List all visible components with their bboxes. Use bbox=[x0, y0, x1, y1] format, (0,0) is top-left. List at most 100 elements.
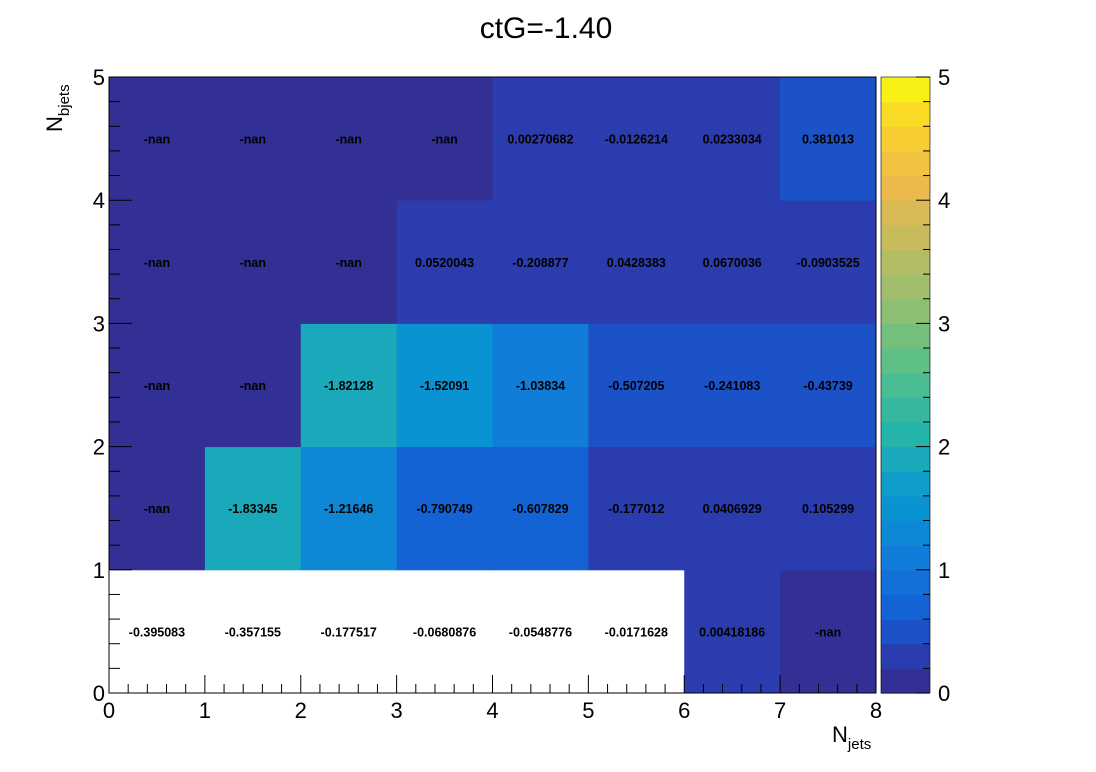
colorbar-segment bbox=[881, 569, 930, 596]
cell-value-label: 0.00418186 bbox=[699, 625, 765, 639]
colorbar-segment bbox=[881, 249, 930, 275]
cell-value-label: -0.177517 bbox=[321, 625, 377, 639]
cell-value-label: 0.0233034 bbox=[703, 133, 762, 147]
heatmap-cell bbox=[588, 77, 685, 201]
heatmap-cell bbox=[492, 77, 589, 201]
heatmap-cell bbox=[780, 446, 877, 571]
heatmap-cell bbox=[300, 77, 398, 201]
colorbar-frame bbox=[880, 76, 931, 694]
colorbar-segment bbox=[881, 421, 930, 448]
y-tick-label: 0 bbox=[93, 681, 105, 706]
cell-value-label: -0.0171628 bbox=[605, 625, 668, 639]
colorbar bbox=[880, 76, 931, 694]
heatmap-cell bbox=[684, 569, 781, 694]
colorbar-segment bbox=[881, 126, 930, 152]
x-tick-label: 5 bbox=[582, 698, 594, 723]
cell-value-label: 0.0670036 bbox=[703, 256, 762, 270]
cell-value-label: -0.357155 bbox=[225, 625, 281, 639]
x-tick-label: 2 bbox=[295, 698, 307, 723]
heatmap-cell bbox=[684, 323, 781, 448]
colorbar-segment bbox=[881, 77, 930, 103]
cell-value-label: -nan bbox=[240, 256, 266, 270]
cell-value-label: -0.0680876 bbox=[413, 625, 476, 639]
heatmap-cell bbox=[204, 446, 302, 571]
colorbar-segment bbox=[881, 594, 930, 620]
colorbar-segment bbox=[881, 495, 930, 522]
cell-value-label: -1.21646 bbox=[324, 502, 373, 516]
colorbar-segment bbox=[881, 200, 930, 226]
colorbar-tick-label: 1 bbox=[938, 558, 950, 583]
cell-value-label: 0.00270682 bbox=[507, 133, 573, 147]
cell-value-label: -0.790749 bbox=[416, 502, 472, 516]
colorbar-segment bbox=[881, 323, 930, 349]
cell-value-label: -0.507205 bbox=[608, 379, 664, 393]
cell-value-label: -nan bbox=[144, 256, 170, 270]
cell-value-label: 0.381013 bbox=[802, 133, 854, 147]
cell-value-label: -0.241083 bbox=[704, 379, 760, 393]
x-tick-label: 8 bbox=[870, 698, 882, 723]
colorbar-segment bbox=[881, 175, 930, 201]
x-tick-label: 3 bbox=[391, 698, 403, 723]
cell-value-label: -0.0126214 bbox=[605, 133, 668, 147]
cell-value-label: -1.82128 bbox=[324, 379, 373, 393]
colorbar-segment bbox=[881, 446, 930, 472]
cell-value-label: -nan bbox=[144, 379, 170, 393]
heatmap-cell bbox=[396, 446, 493, 571]
cell-value-label: -nan bbox=[431, 133, 457, 147]
colorbar-tick-label: 4 bbox=[938, 188, 950, 213]
heatmap-cell bbox=[780, 200, 877, 324]
cell-value-label: -1.52091 bbox=[420, 379, 469, 393]
colorbar-segment bbox=[881, 545, 930, 571]
colorbar-segment bbox=[881, 372, 930, 398]
x-axis-label-main: N bbox=[832, 722, 848, 747]
y-axis-label-sub: bjets bbox=[56, 84, 73, 116]
heatmap-cell bbox=[684, 77, 781, 201]
heatmap-cell bbox=[780, 569, 877, 694]
cell-value-label: -nan bbox=[144, 133, 170, 147]
heatmap-cell bbox=[588, 200, 685, 324]
y-tick-label: 1 bbox=[93, 558, 105, 583]
cell-value-label: -nan bbox=[335, 256, 361, 270]
heatmap-cell bbox=[588, 446, 685, 571]
y-axis-label: Nbjets bbox=[42, 84, 73, 132]
cell-value-label: 0.0406929 bbox=[703, 502, 762, 516]
colorbar-segment bbox=[881, 619, 930, 645]
colorbar-axis: 0 1 2 3 4 5 bbox=[916, 65, 950, 706]
chart-title: ctG=-1.40 bbox=[480, 12, 613, 45]
heatmap-cell bbox=[204, 77, 302, 201]
heatmap-cell bbox=[396, 200, 493, 324]
heatmap-cell bbox=[684, 446, 781, 571]
heatmap-cell bbox=[396, 77, 493, 201]
heatmap-cell bbox=[684, 200, 781, 324]
heatmap-cell bbox=[588, 323, 685, 448]
colorbar-segment bbox=[881, 520, 930, 546]
cell-value-label: -0.0903525 bbox=[796, 256, 859, 270]
y-tick-label: 5 bbox=[93, 65, 105, 90]
x-tick-label: 0 bbox=[103, 698, 115, 723]
x-tick-label: 1 bbox=[199, 698, 211, 723]
cell-value-label: -0.43739 bbox=[803, 379, 852, 393]
y-tick-label: 4 bbox=[93, 188, 105, 213]
colorbar-segment bbox=[881, 224, 930, 251]
heatmap-cell bbox=[396, 323, 493, 448]
cell-value-label: -nan bbox=[335, 133, 361, 147]
colorbar-tick-label: 5 bbox=[938, 65, 950, 90]
colorbar-segment bbox=[881, 150, 930, 177]
heatmap-cell bbox=[492, 200, 589, 324]
heatmap-cell bbox=[780, 323, 877, 448]
heatmap-cell bbox=[204, 323, 302, 448]
x-axis-label-sub: jets bbox=[847, 736, 871, 753]
y-axis-label-main: N bbox=[42, 116, 67, 132]
colorbar-segment bbox=[881, 471, 930, 497]
colorbar-segment bbox=[881, 298, 930, 324]
heatmap-cell bbox=[492, 446, 589, 571]
cell-value-label: -0.208877 bbox=[512, 256, 568, 270]
heatmap-cells bbox=[109, 77, 877, 694]
heatmap-cell bbox=[109, 446, 206, 571]
colorbar-segment bbox=[881, 274, 930, 300]
colorbar-segment bbox=[881, 101, 930, 127]
colorbar-tick-label: 0 bbox=[938, 681, 950, 706]
cell-value-label: -0.177012 bbox=[608, 502, 664, 516]
y-axis: 0 1 2 3 4 5 bbox=[93, 65, 132, 706]
